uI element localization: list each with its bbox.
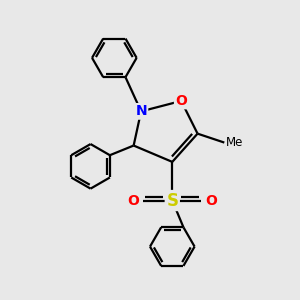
Text: Me: Me bbox=[226, 136, 243, 149]
Text: N: N bbox=[135, 104, 147, 118]
Text: O: O bbox=[128, 194, 140, 208]
Text: S: S bbox=[166, 191, 178, 209]
Text: O: O bbox=[175, 94, 187, 108]
Text: O: O bbox=[205, 194, 217, 208]
